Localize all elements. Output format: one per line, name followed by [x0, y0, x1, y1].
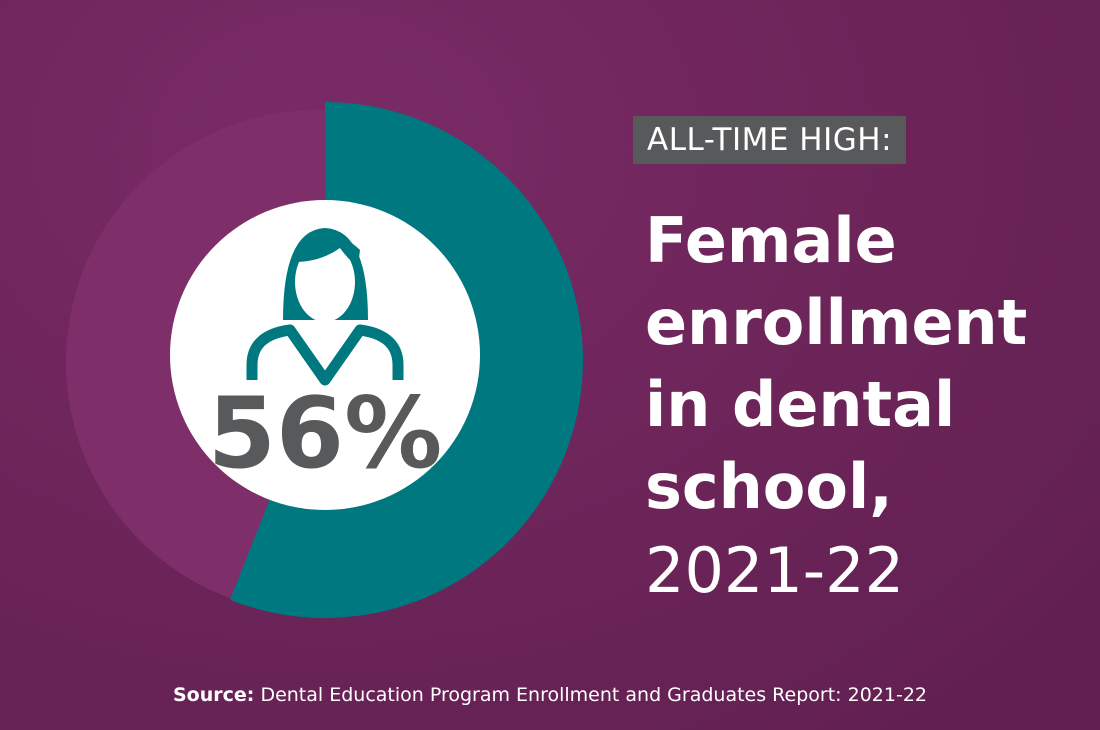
center-disc — [170, 200, 480, 510]
source: Source: Dental Education Program Enrollm… — [0, 684, 1100, 706]
value-label: 56% — [208, 377, 443, 491]
chart-subtitle: 2021-22 — [645, 534, 905, 607]
woman-icon — [246, 228, 404, 386]
chart-title: Female enrollment in dental school, — [645, 204, 1028, 523]
annotation: ALL-TIME HIGH: — [633, 116, 907, 164]
source-text: Dental Education Program Enrollment and … — [260, 684, 927, 706]
source-label: Source: — [173, 684, 255, 706]
